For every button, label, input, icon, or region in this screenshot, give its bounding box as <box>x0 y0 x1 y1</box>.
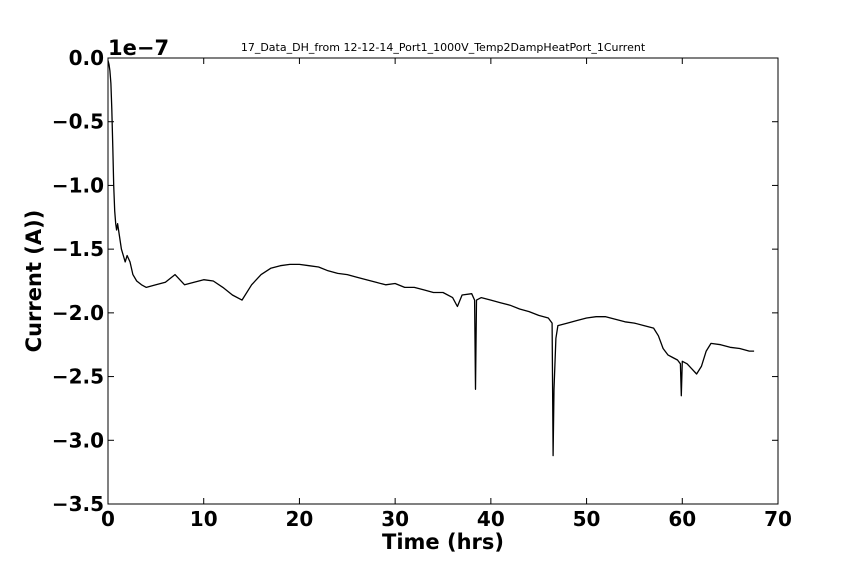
x-tick-label: 70 <box>764 507 792 531</box>
y-tick-label: 0.0 <box>69 46 104 70</box>
x-tick-label: 0 <box>101 507 115 531</box>
y-tick-label: −1.5 <box>52 237 104 261</box>
chart-title: 17_Data_DH_from 12-12-14_Port1_1000V_Tem… <box>241 41 646 54</box>
y-offset-label: 1e−7 <box>108 36 169 60</box>
x-tick-label: 40 <box>477 507 505 531</box>
plot-frame <box>107 57 779 505</box>
x-tick-label: 30 <box>381 507 409 531</box>
x-axis-label: Time (hrs) <box>382 530 504 554</box>
x-tick-label: 10 <box>190 507 218 531</box>
y-tick-label: −0.5 <box>52 110 104 134</box>
series-line-0 <box>107 60 755 457</box>
x-tick-label: 60 <box>668 507 696 531</box>
x-tick-label: 50 <box>573 507 601 531</box>
y-tick-label: −3.0 <box>52 428 104 452</box>
y-tick-label: −2.5 <box>52 365 104 389</box>
x-tick-label: 20 <box>286 507 314 531</box>
y-axis-ticks: 0.0 −0.5 −1.0 −1.5 −2.0 −2.5 −3.0 −3.5 <box>52 46 778 516</box>
series-group <box>107 60 755 457</box>
y-tick-label: −3.5 <box>52 492 104 516</box>
y-axis-label: Current (A)) <box>22 210 46 353</box>
y-tick-label: −1.0 <box>52 173 104 197</box>
y-tick-label: −2.0 <box>52 301 104 325</box>
x-axis-ticks: 0 10 20 30 40 50 60 70 <box>101 58 792 531</box>
